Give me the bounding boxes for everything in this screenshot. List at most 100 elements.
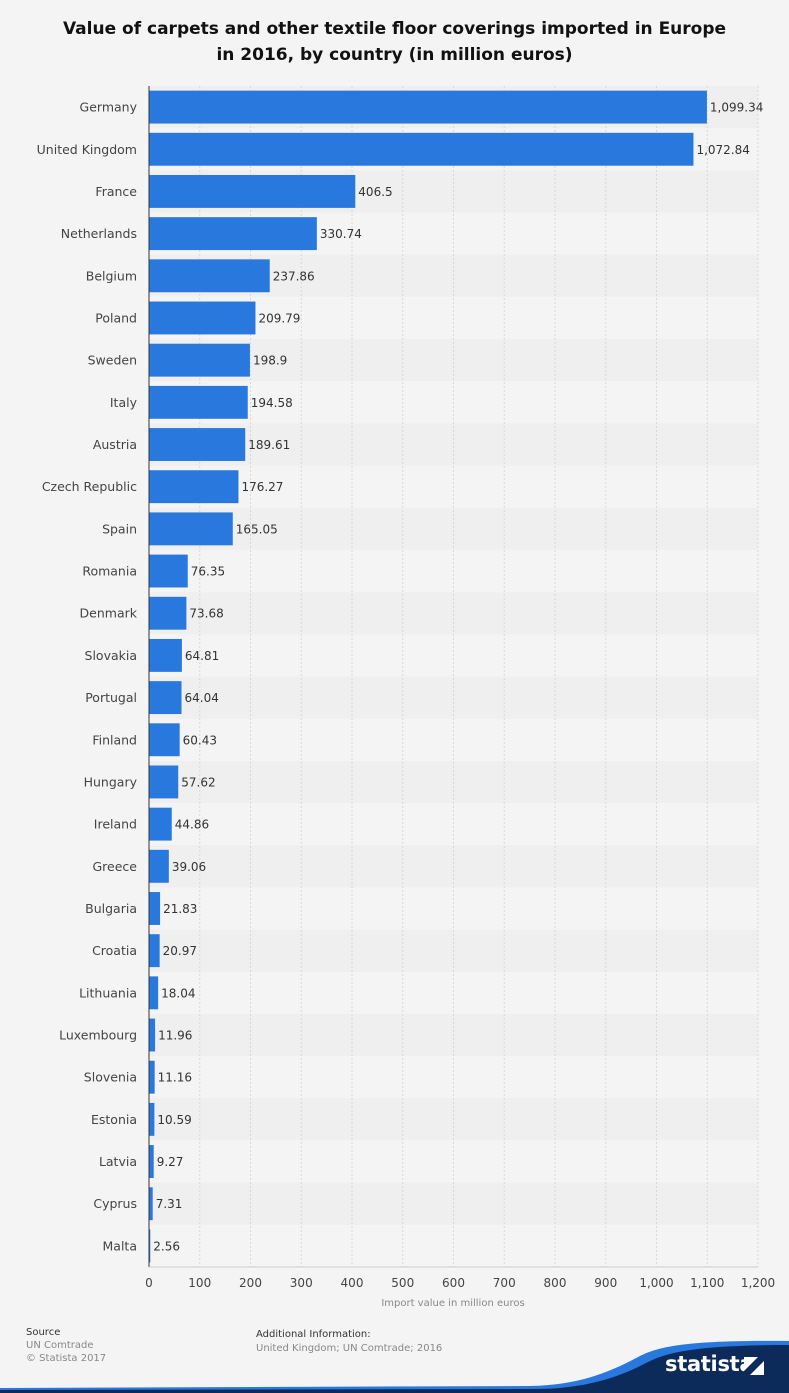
chart-title-line-1: Value of carpets and other textile floor… bbox=[62, 19, 727, 39]
value-label: 11.16 bbox=[158, 1071, 192, 1085]
value-label: 330.74 bbox=[320, 227, 362, 241]
bar[interactable] bbox=[149, 976, 159, 1010]
statista-mark-icon bbox=[744, 1357, 764, 1375]
bar[interactable] bbox=[149, 132, 694, 166]
bar[interactable] bbox=[149, 892, 161, 925]
copyright-text: © Statista 2017 bbox=[26, 1353, 107, 1364]
value-labels: 1,099.34 1,072.84 406.5 330.74 237.86 209.79 1… bbox=[153, 101, 763, 1254]
bar[interactable] bbox=[149, 512, 233, 546]
value-label: 73.68 bbox=[189, 607, 223, 621]
bar[interactable] bbox=[149, 470, 239, 504]
bar[interactable] bbox=[149, 428, 246, 461]
value-label: 76.35 bbox=[191, 565, 225, 579]
bar[interactable] bbox=[149, 217, 317, 251]
category-label: Latvia bbox=[99, 1154, 137, 1169]
bar[interactable] bbox=[149, 259, 270, 293]
category-label: Estonia bbox=[91, 1112, 137, 1127]
x-tick-label: 0 bbox=[145, 1276, 153, 1290]
category-label: Germany bbox=[80, 100, 138, 115]
category-label: France bbox=[95, 184, 137, 199]
value-label: 20.97 bbox=[163, 944, 197, 958]
category-label: Denmark bbox=[80, 606, 138, 621]
chart-title-line-2: in 2016, by country (in million euros) bbox=[216, 45, 573, 65]
bar-chart: Germany United Kingdom France Netherlands Be… bbox=[37, 86, 775, 1309]
category-label: United Kingdom bbox=[37, 142, 137, 157]
category-label: Croatia bbox=[92, 943, 137, 958]
x-tick-label: 1,100 bbox=[690, 1276, 724, 1290]
category-label: Bulgaria bbox=[85, 901, 137, 916]
value-label: 7.31 bbox=[156, 1197, 183, 1211]
bar[interactable] bbox=[149, 596, 187, 630]
category-label: Netherlands bbox=[61, 226, 137, 241]
bar[interactable] bbox=[149, 934, 160, 968]
value-label: 189.61 bbox=[248, 438, 290, 452]
x-tick-label: 700 bbox=[493, 1276, 516, 1290]
value-label: 10.59 bbox=[157, 1113, 191, 1127]
source-name: UN Comtrade bbox=[26, 1340, 94, 1351]
bar[interactable] bbox=[149, 849, 169, 883]
additional-info-block: Additional Information: United Kingdom; … bbox=[256, 1328, 442, 1356]
category-label: Lithuania bbox=[79, 985, 137, 1000]
x-tick-label: 300 bbox=[290, 1276, 313, 1290]
value-label: 44.86 bbox=[175, 818, 209, 832]
bar[interactable] bbox=[149, 807, 172, 841]
bar[interactable] bbox=[149, 681, 182, 715]
x-tick-label: 1,000 bbox=[639, 1276, 673, 1290]
value-label: 18.04 bbox=[161, 986, 195, 1000]
source-block: Source UN Comtrade © Statista 2017 bbox=[26, 1326, 106, 1365]
bar[interactable] bbox=[149, 554, 188, 588]
x-tick-label: 400 bbox=[341, 1276, 364, 1290]
category-label: Slovakia bbox=[85, 648, 137, 663]
bar[interactable] bbox=[149, 343, 250, 377]
x-axis-title: Import value in million euros bbox=[381, 1298, 524, 1309]
value-label: 11.96 bbox=[158, 1029, 192, 1043]
category-label: Italy bbox=[110, 395, 138, 410]
bar[interactable] bbox=[149, 385, 248, 419]
statista-logo[interactable]: statista bbox=[665, 1352, 754, 1376]
additional-info-heading: Additional Information: bbox=[256, 1329, 371, 1340]
category-label: Belgium bbox=[86, 268, 137, 283]
value-label: 64.81 bbox=[185, 649, 219, 663]
bar[interactable] bbox=[149, 723, 180, 757]
bar[interactable] bbox=[149, 1187, 153, 1221]
value-label: 21.83 bbox=[163, 902, 197, 916]
bar[interactable] bbox=[149, 638, 182, 672]
x-tick-label: 200 bbox=[239, 1276, 262, 1290]
bar[interactable] bbox=[149, 301, 256, 335]
category-label: Portugal bbox=[85, 690, 137, 705]
category-labels: Germany United Kingdom France Netherlands Be… bbox=[37, 100, 138, 1254]
x-tick-label: 100 bbox=[188, 1276, 211, 1290]
x-tick-label: 900 bbox=[594, 1276, 617, 1290]
category-label: Luxembourg bbox=[59, 1028, 137, 1043]
x-tick-label: 500 bbox=[391, 1276, 414, 1290]
bar[interactable] bbox=[149, 90, 707, 124]
bar[interactable] bbox=[149, 1102, 155, 1136]
bar[interactable] bbox=[149, 1145, 154, 1179]
value-label: 39.06 bbox=[172, 860, 206, 874]
value-label: 64.04 bbox=[185, 691, 219, 705]
value-label: 194.58 bbox=[251, 396, 293, 410]
bar[interactable] bbox=[149, 1018, 156, 1052]
value-label: 9.27 bbox=[157, 1155, 184, 1169]
bar[interactable] bbox=[149, 765, 179, 799]
value-label: 2.56 bbox=[153, 1239, 180, 1253]
value-label: 57.62 bbox=[181, 775, 215, 789]
category-label: Cyprus bbox=[93, 1196, 137, 1211]
bars bbox=[149, 90, 707, 1263]
value-label: 1,072.84 bbox=[696, 143, 749, 157]
value-label: 165.05 bbox=[236, 522, 278, 536]
category-label: Austria bbox=[93, 437, 137, 452]
category-label: Finland bbox=[92, 732, 137, 747]
value-label: 406.5 bbox=[358, 185, 392, 199]
category-label: Romania bbox=[82, 564, 137, 579]
additional-info-text: United Kingdom; UN Comtrade; 2016 bbox=[256, 1343, 443, 1354]
bar[interactable] bbox=[149, 1229, 151, 1263]
bar[interactable] bbox=[149, 1060, 155, 1094]
category-label: Greece bbox=[93, 859, 138, 874]
value-label: 209.79 bbox=[258, 311, 300, 325]
x-axis: 0 100 200 300 400 500 600 700 800 900 1,000 1,100 1,… bbox=[145, 86, 775, 1290]
x-tick-label: 600 bbox=[442, 1276, 465, 1290]
bar[interactable] bbox=[149, 174, 356, 208]
value-label: 1,099.34 bbox=[710, 101, 763, 115]
